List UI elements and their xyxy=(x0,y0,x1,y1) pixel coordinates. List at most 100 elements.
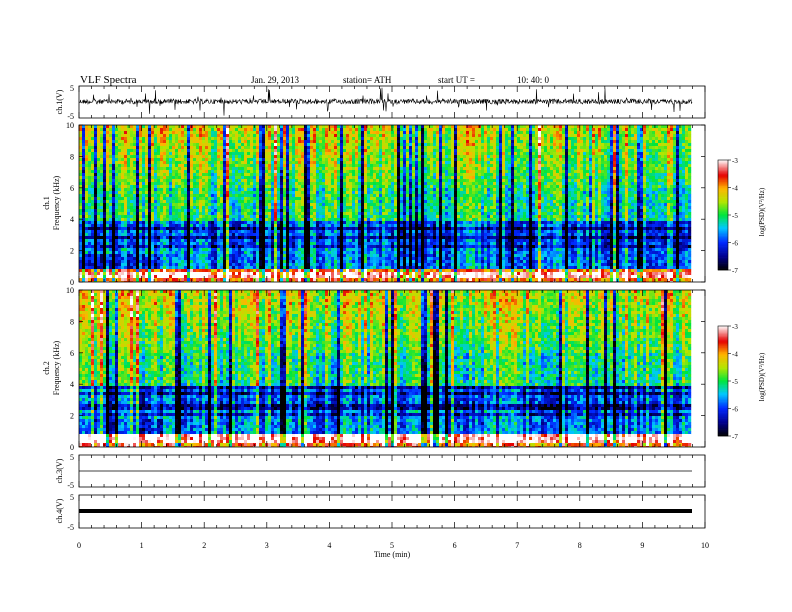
spectrogram-cell xyxy=(124,197,127,200)
spectrogram-cell xyxy=(160,260,163,263)
spectrogram-cell xyxy=(130,269,133,272)
spectrogram-cell xyxy=(106,263,109,266)
spectrogram-cell xyxy=(94,236,97,239)
spectrogram-cell xyxy=(88,254,91,257)
spectrogram-cell xyxy=(133,248,136,251)
spectrogram-cell xyxy=(157,134,160,137)
spectrogram-cell xyxy=(154,257,157,260)
spectrogram-cell xyxy=(157,275,160,278)
spectrogram-cell xyxy=(127,215,130,218)
spectrogram-cell xyxy=(121,158,124,161)
spectrogram-cell xyxy=(139,227,142,230)
spectrogram-cell xyxy=(139,161,142,164)
spectrogram-cell xyxy=(112,248,115,251)
spectrogram-cell xyxy=(127,245,130,248)
spectrogram-cell xyxy=(157,128,160,131)
spectrogram-cell xyxy=(142,173,145,176)
spectrogram-cell xyxy=(127,263,130,266)
spectrogram-cell xyxy=(160,221,163,224)
spectrogram-cell xyxy=(82,236,85,239)
spectrogram-cell xyxy=(100,260,103,263)
spectrogram-cell xyxy=(130,227,133,230)
spectrogram-cell xyxy=(166,161,169,164)
spectrogram-cell xyxy=(109,134,112,137)
spectrogram-cell xyxy=(88,224,91,227)
spectrogram-cell xyxy=(157,209,160,212)
spectrogram-cell xyxy=(94,254,97,257)
spectrogram-cell xyxy=(112,173,115,176)
spectrogram-cell xyxy=(142,134,145,137)
spectrogram-cell xyxy=(121,269,124,272)
spectrogram-cell xyxy=(145,179,148,182)
spectrogram-cell xyxy=(142,206,145,209)
spectrogram-cell xyxy=(112,251,115,254)
spectrogram-cell xyxy=(154,230,157,233)
spectrogram-cell xyxy=(109,248,112,251)
spectrogram-cell xyxy=(97,212,100,215)
spectrogram-cell xyxy=(97,209,100,212)
spectrogram-cell xyxy=(160,185,163,188)
spectrogram-cell xyxy=(112,176,115,179)
spectrogram-cell xyxy=(127,230,130,233)
spectrogram-cell xyxy=(100,164,103,167)
spectrogram-cell xyxy=(106,221,109,224)
spectrogram-cell xyxy=(124,137,127,140)
spectrogram-cell xyxy=(145,197,148,200)
spectrogram-cell xyxy=(157,188,160,191)
spectrogram-cell xyxy=(88,194,91,197)
spectrogram-cell xyxy=(115,227,118,230)
spectrogram-cell xyxy=(118,134,121,137)
spectrogram-cell xyxy=(94,155,97,158)
spectrogram-cell xyxy=(148,218,151,221)
spectrogram-cell xyxy=(151,215,154,218)
spectrogram-cell xyxy=(121,275,124,278)
spectrogram-cell xyxy=(112,215,115,218)
spectrogram-cell xyxy=(136,170,139,173)
spectrogram-cell xyxy=(154,200,157,203)
spectrogram-cell xyxy=(109,218,112,221)
spectrogram-cell xyxy=(82,170,85,173)
spectrogram-cell xyxy=(157,233,160,236)
spectrogram-cell xyxy=(124,179,127,182)
spectrogram-cell xyxy=(94,278,97,281)
spectrogram-cell xyxy=(139,197,142,200)
spectrogram-cell xyxy=(91,224,94,227)
spectrogram-cell xyxy=(118,254,121,257)
spectrogram-cell xyxy=(118,248,121,251)
spectrogram-cell xyxy=(163,140,166,143)
spectrogram-cell xyxy=(148,194,151,197)
spectrogram-cell xyxy=(88,263,91,266)
spectrogram-cell xyxy=(91,206,94,209)
spectrogram-cell xyxy=(88,212,91,215)
spectrogram-cell xyxy=(139,263,142,266)
spectrogram-cell xyxy=(115,236,118,239)
spectrogram-cell xyxy=(109,182,112,185)
spectrogram-cell xyxy=(148,191,151,194)
spectrogram-cell xyxy=(142,251,145,254)
spectrogram-cell xyxy=(136,218,139,221)
spectrogram-cell xyxy=(88,242,91,245)
spectrogram-cell xyxy=(157,221,160,224)
spectrogram-cell xyxy=(82,269,85,272)
spectrogram-cell xyxy=(133,212,136,215)
spectrogram-cell xyxy=(124,167,127,170)
spectrogram-cell xyxy=(97,167,100,170)
spectrogram-cell xyxy=(157,170,160,173)
spectrogram-cell xyxy=(154,131,157,134)
spectrogram-cell xyxy=(154,254,157,257)
spectrogram-cell xyxy=(127,275,130,278)
spectrogram-cell xyxy=(106,251,109,254)
spectrogram-cell xyxy=(106,245,109,248)
spectrogram-cell xyxy=(118,125,121,128)
spectrogram-cell xyxy=(118,155,121,158)
spectrogram-cell xyxy=(136,128,139,131)
spectrogram-cell xyxy=(142,278,145,281)
spectrogram-cell xyxy=(118,164,121,167)
spectrogram-cell xyxy=(133,245,136,248)
spectrogram-cell xyxy=(118,242,121,245)
spectrogram-cell xyxy=(133,128,136,131)
spectrogram-cell xyxy=(163,185,166,188)
spectrogram-cell xyxy=(130,185,133,188)
spectrogram-cell xyxy=(166,131,169,134)
spectrogram-cell xyxy=(154,185,157,188)
